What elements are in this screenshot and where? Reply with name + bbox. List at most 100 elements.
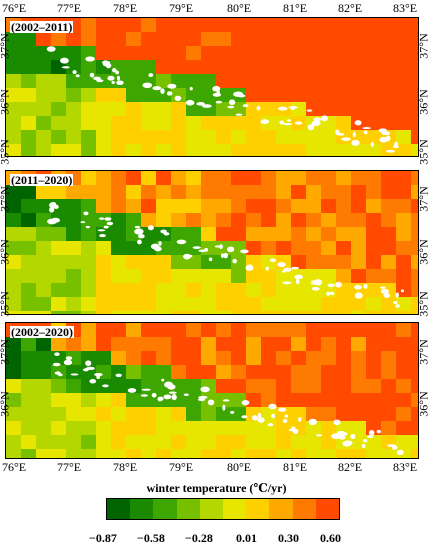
raster-cell [261, 171, 276, 185]
raster-cell [366, 60, 381, 74]
raster-cell [126, 116, 141, 130]
raster-cell [231, 365, 246, 379]
raster-cell [186, 283, 201, 297]
raster-cell [351, 185, 366, 199]
raster-cell [126, 88, 141, 102]
raster-cell [141, 199, 156, 213]
raster-cell [6, 351, 21, 365]
raster-cell [201, 185, 216, 199]
glacier-patch [137, 239, 142, 245]
glacier-patch [212, 92, 222, 97]
raster-cell [186, 379, 201, 393]
raster-cell [66, 102, 81, 116]
raster-cell [396, 365, 411, 379]
raster-cell [411, 255, 418, 269]
raster-cell [366, 185, 381, 199]
raster-cell [216, 435, 231, 449]
raster-cell [306, 199, 321, 213]
raster-cell [111, 185, 126, 199]
glacier-patch [367, 435, 374, 439]
raster-cell [336, 255, 351, 269]
lat-label: 36°N [416, 239, 431, 265]
raster-cell [126, 171, 141, 185]
raster-cell [156, 365, 171, 379]
raster-cell [366, 46, 381, 60]
raster-cell [51, 130, 66, 144]
raster-cell [51, 421, 66, 435]
raster-cell [246, 199, 261, 213]
raster-cell [186, 130, 201, 144]
raster-cell [351, 241, 366, 255]
raster-cell [216, 199, 231, 213]
raster-cell [141, 283, 156, 297]
raster-cell [141, 18, 156, 32]
glacier-patch [286, 119, 291, 122]
raster-cell [21, 255, 36, 269]
lat-label: 36°N [0, 391, 12, 417]
raster-cell [411, 323, 418, 337]
raster-cell [246, 421, 261, 435]
glacier-patch [396, 449, 404, 456]
raster-cell [156, 185, 171, 199]
raster-cell [276, 213, 291, 227]
raster-cell [291, 311, 306, 314]
raster-cell [411, 297, 418, 311]
raster-cell [156, 18, 171, 32]
glacier-patch [142, 82, 153, 89]
raster-cell [231, 351, 246, 365]
raster-cell [96, 227, 111, 241]
colorbar-tick: 0.60 [320, 531, 341, 545]
raster-cell [381, 297, 396, 311]
raster-cell [156, 74, 171, 88]
raster-cell [306, 393, 321, 407]
raster-cell [246, 337, 261, 351]
colorbar-tick: −0.28 [185, 531, 213, 545]
raster-cell [21, 199, 36, 213]
raster-cell [126, 213, 141, 227]
raster-cell [381, 32, 396, 46]
raster-cell [411, 74, 418, 88]
raster-cell [186, 337, 201, 351]
colorbar-swatch [269, 499, 293, 519]
raster-cell [381, 74, 396, 88]
raster-cell [66, 421, 81, 435]
glacier-patch [251, 415, 259, 421]
raster-cell [396, 60, 411, 74]
raster-cell [216, 185, 231, 199]
raster-cell [186, 297, 201, 311]
raster-cell [186, 351, 201, 365]
raster-cell [126, 102, 141, 116]
raster-cell [261, 74, 276, 88]
raster-cell [81, 311, 96, 314]
lon-label: 77°E [57, 1, 82, 15]
raster-cell [141, 255, 156, 269]
raster-cell [186, 144, 201, 156]
raster-cell [306, 351, 321, 365]
lat-label: 36°N [416, 391, 431, 417]
raster-cell [21, 351, 36, 365]
glacier-patch [282, 418, 288, 424]
raster-cell [216, 283, 231, 297]
glacier-patch [167, 83, 177, 89]
raster-cell [366, 323, 381, 337]
raster-cell [231, 185, 246, 199]
raster-cell [66, 32, 81, 46]
glacier-patch [104, 217, 112, 221]
raster-cell [396, 255, 411, 269]
raster-cell [306, 297, 321, 311]
glacier-patch [268, 403, 277, 410]
raster-cell [141, 323, 156, 337]
raster-cell [246, 379, 261, 393]
raster-cell [276, 297, 291, 311]
glacier-patch [188, 254, 193, 258]
raster-cell [351, 46, 366, 60]
raster-cell [186, 185, 201, 199]
glacier-patch [400, 289, 405, 293]
raster-cell [201, 144, 216, 156]
raster-cell [366, 311, 381, 314]
raster-cell [261, 351, 276, 365]
raster-cell [36, 283, 51, 297]
raster-cell [246, 241, 261, 255]
raster-cell [336, 46, 351, 60]
raster-cell [216, 421, 231, 435]
